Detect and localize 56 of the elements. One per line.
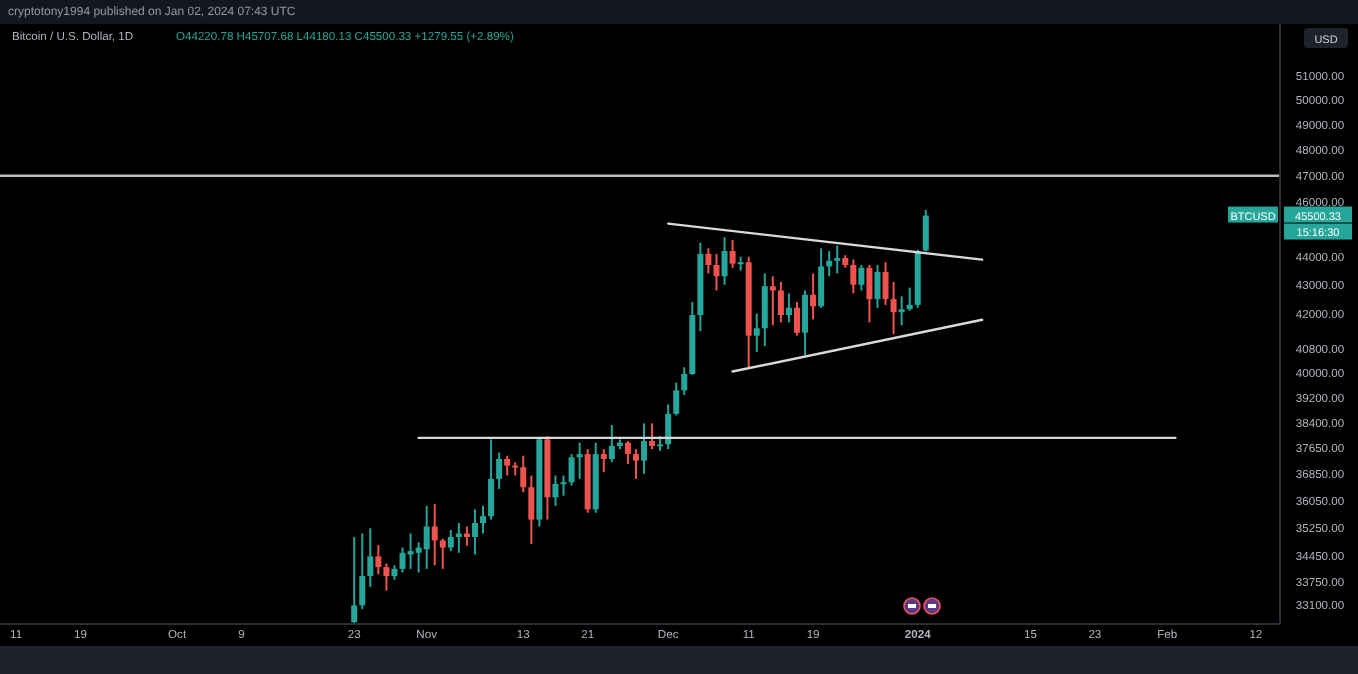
candlestick (818, 247, 825, 309)
candlestick (359, 532, 366, 611)
candlestick (729, 239, 736, 269)
candlestick (874, 263, 881, 309)
candlestick (922, 208, 929, 253)
candlestick (608, 423, 615, 464)
candlestick (802, 289, 809, 357)
candlestick (632, 448, 639, 480)
candlestick (504, 454, 511, 477)
candlestick (480, 504, 487, 535)
candlestick (488, 438, 495, 521)
candlestick (471, 508, 478, 556)
candlestick (351, 535, 358, 625)
candlestick (834, 244, 841, 275)
candlestick (399, 546, 406, 574)
candlestick (793, 300, 800, 337)
candlestick (721, 236, 728, 286)
candlestick (761, 272, 768, 348)
candlestick (367, 527, 374, 588)
candlestick (898, 295, 905, 327)
candlestick (375, 544, 382, 576)
candlestick (641, 422, 648, 475)
candlestick (496, 451, 503, 490)
candlestick (890, 280, 897, 336)
candlestick (665, 403, 672, 451)
candlestick (777, 280, 784, 324)
candlestick (866, 263, 873, 324)
candlestick (431, 503, 438, 567)
candlestick (906, 286, 913, 312)
candlestick (624, 440, 631, 465)
candlestick (681, 366, 688, 397)
candlestick (560, 474, 567, 497)
candlestick (407, 532, 414, 570)
candlestick (520, 454, 527, 494)
candlestick (552, 474, 559, 507)
candlestick (850, 258, 857, 295)
candlestick (713, 252, 720, 292)
candlestick (810, 272, 817, 321)
candlestick (649, 422, 656, 451)
candlestick (528, 474, 535, 545)
candlestick (576, 441, 583, 480)
candlestick (439, 537, 446, 570)
candlestick (447, 528, 454, 553)
candlestick (858, 263, 865, 292)
candlestick (673, 381, 680, 417)
candlestick (568, 453, 575, 487)
candlestick (769, 275, 776, 327)
candlestick (423, 504, 430, 570)
candlestick (705, 247, 712, 275)
candlestick (882, 261, 889, 306)
candlestick (600, 448, 607, 474)
candlestick (463, 525, 470, 547)
candlestick (383, 562, 390, 592)
candlestick (753, 312, 760, 354)
candlestick (455, 522, 462, 554)
candlestick (785, 292, 792, 324)
